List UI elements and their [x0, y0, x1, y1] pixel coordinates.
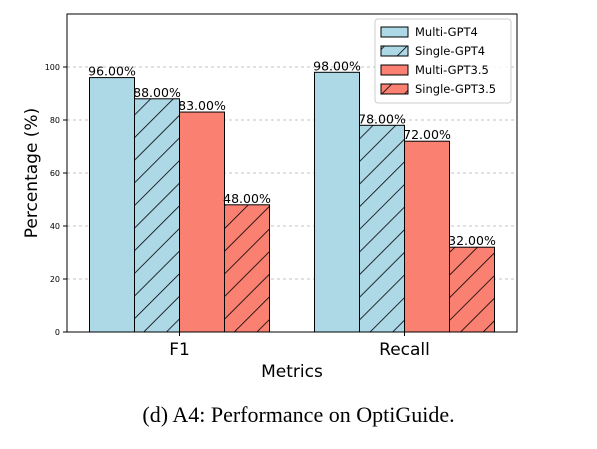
data-label: 96.00% — [88, 64, 136, 79]
y-axis-title: Percentage (%) — [22, 108, 42, 238]
data-label: 88.00% — [133, 85, 181, 100]
legend-entry: Multi-GPT3.5 — [415, 63, 489, 77]
legend-swatch — [380, 26, 409, 38]
y-tick-label: 40 — [50, 222, 60, 231]
legend-swatch — [380, 45, 409, 57]
bar-single-gpt3-5-recall — [449, 246, 495, 333]
axes: 0 20 40 60 80 100 F1 Recall — [45, 63, 430, 360]
y-tick-label: 20 — [50, 275, 60, 284]
legend-swatch — [380, 64, 409, 76]
bars — [89, 71, 495, 333]
bar-single-gpt3-5-f1 — [224, 204, 270, 333]
legend-entry: Single-GPT4 — [415, 44, 485, 58]
data-label: 78.00% — [358, 111, 406, 126]
bar-multi-gpt3-5-recall — [404, 140, 450, 333]
y-tick-label: 0 — [55, 328, 60, 337]
y-tick-label: 80 — [50, 116, 60, 125]
bar-single-gpt4-recall — [359, 124, 405, 333]
bar-multi-gpt4-recall — [314, 71, 360, 333]
data-label: 83.00% — [178, 98, 226, 113]
bar-multi-gpt3-5-f1 — [179, 111, 225, 333]
legend-entry: Single-GPT3.5 — [415, 82, 496, 96]
bar-multi-gpt4-f1 — [89, 77, 135, 333]
legend-box — [374, 18, 512, 104]
x-axis-title: Metrics — [261, 362, 323, 382]
bar-single-gpt4-f1 — [134, 98, 180, 333]
data-label: 48.00% — [223, 191, 271, 206]
legend: Multi-GPT4 Single-GPT4 Multi-GPT3.5 Single-… — [374, 18, 512, 104]
data-label: 72.00% — [403, 127, 451, 142]
x-tick-label: F1 — [169, 340, 190, 360]
y-tick-label: 100 — [45, 63, 60, 72]
x-tick-label: Recall — [379, 340, 430, 360]
legend-swatch — [380, 83, 409, 95]
y-tick-label: 60 — [50, 169, 60, 178]
data-labels: 96.00% 88.00%83.00% 48.00% 98.00% 78.00%72.0… — [88, 58, 496, 248]
data-label: 32.00% — [448, 233, 496, 248]
data-label: 98.00% — [313, 58, 361, 73]
legend-entry: Multi-GPT4 — [415, 25, 478, 39]
figure-caption: (d) A4: Performance on OptiGuide. — [142, 402, 455, 427]
bar-chart: 96.00% 88.00%83.00% 48.00% 98.00% 78.00%72.0… — [22, 13, 518, 382]
